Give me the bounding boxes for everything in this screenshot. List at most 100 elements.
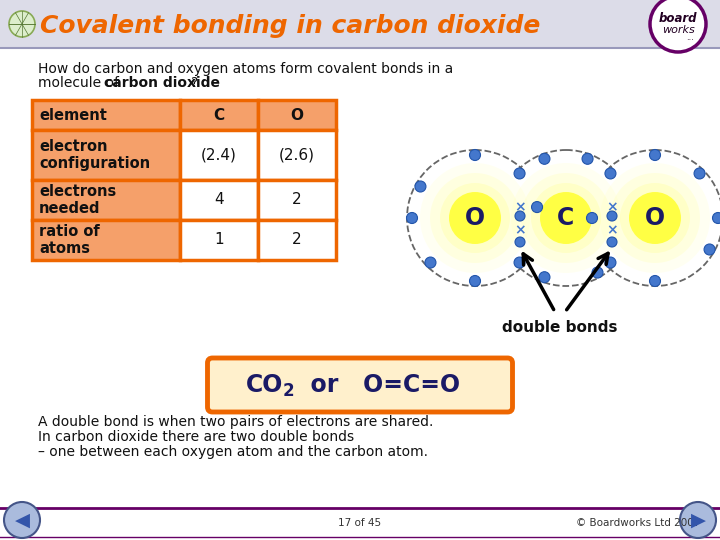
Circle shape — [514, 257, 525, 268]
Circle shape — [409, 152, 541, 284]
FancyBboxPatch shape — [180, 100, 258, 130]
Circle shape — [425, 257, 436, 268]
Text: ×: × — [514, 200, 526, 214]
FancyBboxPatch shape — [180, 130, 258, 180]
Text: ×: × — [514, 223, 526, 237]
Circle shape — [649, 150, 660, 160]
FancyBboxPatch shape — [0, 0, 720, 48]
Circle shape — [450, 193, 500, 243]
Text: ×: × — [606, 223, 618, 237]
Circle shape — [592, 267, 603, 278]
Circle shape — [469, 150, 480, 160]
Circle shape — [514, 168, 525, 179]
FancyBboxPatch shape — [180, 180, 258, 220]
Text: CO: CO — [246, 373, 283, 397]
Text: C: C — [213, 107, 225, 123]
Circle shape — [630, 193, 680, 243]
Circle shape — [600, 163, 710, 273]
Circle shape — [620, 183, 690, 253]
Text: 2: 2 — [282, 382, 294, 400]
Text: 4: 4 — [214, 192, 224, 207]
Text: 2: 2 — [292, 192, 302, 207]
Text: (2.4): (2.4) — [201, 147, 237, 163]
Circle shape — [548, 200, 584, 236]
Text: © Boardworks Ltd 2007: © Boardworks Ltd 2007 — [575, 518, 700, 528]
Text: Covalent bonding in carbon dioxide: Covalent bonding in carbon dioxide — [40, 14, 541, 38]
Text: carbon dioxide: carbon dioxide — [104, 76, 220, 90]
Text: ×: × — [606, 200, 618, 214]
Circle shape — [713, 213, 720, 224]
Circle shape — [605, 168, 616, 179]
Circle shape — [440, 183, 510, 253]
Text: How do carbon and oxygen atoms form covalent bonds in a: How do carbon and oxygen atoms form cova… — [38, 62, 454, 76]
Circle shape — [531, 183, 601, 253]
Circle shape — [539, 153, 550, 164]
Text: or   O=C=O: or O=C=O — [294, 373, 461, 397]
Circle shape — [587, 213, 598, 224]
Circle shape — [420, 163, 530, 273]
Circle shape — [515, 237, 525, 247]
Text: ?: ? — [191, 76, 198, 90]
Circle shape — [610, 173, 700, 263]
Circle shape — [649, 275, 660, 287]
FancyBboxPatch shape — [258, 100, 336, 130]
Circle shape — [500, 152, 632, 284]
FancyBboxPatch shape — [207, 358, 513, 412]
FancyBboxPatch shape — [32, 100, 180, 130]
Text: electron
configuration: electron configuration — [39, 139, 150, 171]
Circle shape — [694, 168, 705, 179]
FancyBboxPatch shape — [180, 220, 258, 260]
Text: double bonds: double bonds — [503, 320, 618, 335]
Text: element: element — [39, 107, 107, 123]
Circle shape — [605, 257, 616, 268]
Text: 17 of 45: 17 of 45 — [338, 518, 382, 528]
Circle shape — [589, 152, 720, 284]
FancyBboxPatch shape — [258, 220, 336, 260]
Circle shape — [521, 173, 611, 263]
Text: ▶: ▶ — [690, 510, 706, 530]
FancyBboxPatch shape — [32, 130, 180, 180]
Circle shape — [457, 200, 493, 236]
Text: O: O — [465, 206, 485, 230]
Circle shape — [469, 275, 480, 287]
Text: board: board — [659, 12, 697, 25]
Circle shape — [407, 213, 418, 224]
FancyBboxPatch shape — [258, 130, 336, 180]
Text: ◀: ◀ — [14, 510, 30, 530]
Circle shape — [540, 192, 592, 244]
Circle shape — [430, 173, 520, 263]
Circle shape — [4, 502, 40, 538]
Circle shape — [531, 201, 543, 213]
Text: O: O — [290, 107, 304, 123]
Circle shape — [541, 193, 591, 243]
Text: works: works — [662, 25, 694, 35]
Circle shape — [539, 272, 550, 283]
Circle shape — [511, 163, 621, 273]
Circle shape — [415, 181, 426, 192]
Circle shape — [607, 211, 617, 221]
Circle shape — [515, 211, 525, 221]
FancyBboxPatch shape — [32, 220, 180, 260]
Text: molecule of: molecule of — [38, 76, 123, 90]
Text: ...: ... — [686, 33, 694, 43]
Text: electrons
needed: electrons needed — [39, 184, 116, 216]
Circle shape — [9, 11, 35, 37]
Circle shape — [680, 502, 716, 538]
Text: – one between each oxygen atom and the carbon atom.: – one between each oxygen atom and the c… — [38, 445, 428, 459]
Circle shape — [582, 153, 593, 164]
Text: (2.6): (2.6) — [279, 147, 315, 163]
Circle shape — [607, 237, 617, 247]
Text: ratio of
atoms: ratio of atoms — [39, 224, 100, 256]
Text: 1: 1 — [214, 233, 224, 247]
Circle shape — [629, 192, 681, 244]
Circle shape — [449, 192, 501, 244]
Circle shape — [637, 200, 673, 236]
Text: A double bond is when two pairs of electrons are shared.: A double bond is when two pairs of elect… — [38, 415, 433, 429]
Circle shape — [704, 244, 715, 255]
FancyBboxPatch shape — [32, 180, 180, 220]
Text: In carbon dioxide there are two double bonds: In carbon dioxide there are two double b… — [38, 430, 354, 444]
Text: 2: 2 — [292, 233, 302, 247]
Text: O: O — [645, 206, 665, 230]
FancyBboxPatch shape — [258, 180, 336, 220]
Circle shape — [650, 0, 706, 52]
